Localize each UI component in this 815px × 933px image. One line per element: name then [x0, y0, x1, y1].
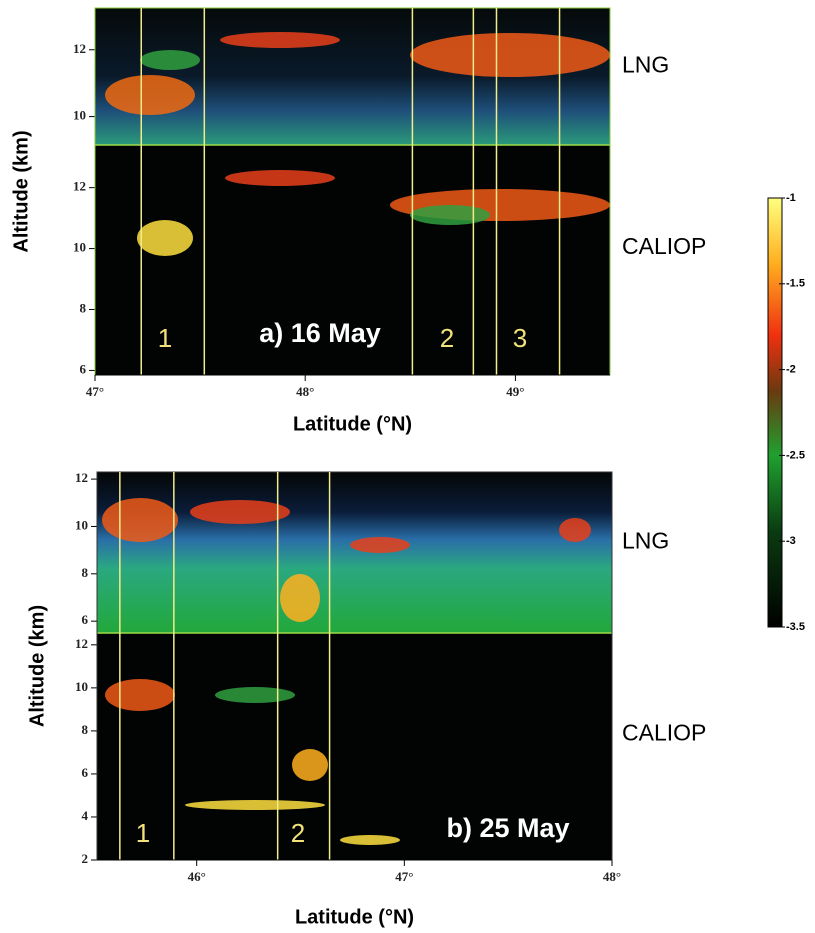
cloud	[559, 518, 591, 542]
subplot-label: CALIOP	[622, 720, 706, 746]
cloud	[105, 75, 195, 115]
cloud	[137, 220, 193, 256]
cloud	[410, 33, 610, 77]
y-tick-label: 8	[82, 565, 89, 580]
x-tick-label: 47°	[395, 869, 413, 884]
y-tick-label: 12	[73, 41, 86, 56]
x-tick-label: 49°	[506, 384, 524, 399]
y-axis-label: Altitude (km)	[10, 130, 32, 252]
y-tick-label: 10	[75, 517, 88, 532]
section-label: 3	[513, 323, 527, 353]
x-tick-label: 47°	[86, 384, 104, 399]
cloud	[225, 170, 335, 186]
cloud	[280, 574, 320, 622]
x-tick-label: 46°	[188, 869, 206, 884]
cloud	[215, 687, 295, 703]
curtain-image	[95, 145, 610, 375]
cloud	[292, 749, 328, 781]
x-tick-label: 48°	[296, 384, 314, 399]
colorbar	[767, 197, 783, 628]
section-label: 2	[291, 818, 305, 848]
y-tick-label: 6	[82, 612, 89, 627]
y-tick-label: 10	[73, 240, 86, 255]
section-label: 1	[158, 323, 172, 353]
x-tick-label: 48°	[603, 869, 621, 884]
x-axis-label: Latitude (°N)	[295, 906, 414, 928]
y-tick-label: 12	[75, 636, 88, 651]
cloud	[410, 205, 490, 225]
colorbar-tick-label: -3.5	[786, 621, 805, 633]
section-label: 1	[136, 818, 150, 848]
subplot-label: LNG	[622, 52, 669, 78]
y-axis-label: Altitude (km)	[26, 605, 48, 727]
colorbar-tick-label: -1.5	[786, 278, 805, 290]
cloud	[340, 835, 400, 845]
curtain-image	[97, 472, 612, 633]
y-tick-label: 8	[80, 300, 87, 315]
y-tick-label: 2	[82, 851, 89, 866]
colorbar-tick-label: -2.5	[786, 449, 805, 461]
cloud	[185, 800, 325, 810]
curtain-image	[97, 633, 612, 860]
x-axis-label: Latitude (°N)	[293, 413, 412, 435]
y-tick-label: 6	[80, 361, 87, 376]
colorbar-tick-label: -1	[786, 192, 796, 204]
cloud	[102, 498, 178, 542]
y-tick-label: 4	[82, 808, 89, 823]
subplot-label: CALIOP	[622, 233, 706, 259]
cloud	[190, 500, 290, 524]
y-tick-label: 10	[75, 679, 88, 694]
panel-label: b) 25 May	[446, 813, 569, 843]
y-tick-label: 10	[73, 108, 86, 123]
subplot-label: LNG	[622, 528, 669, 554]
cloud	[105, 679, 175, 711]
y-tick-label: 12	[73, 179, 86, 194]
section-label: 2	[440, 323, 454, 353]
y-tick-label: 6	[82, 765, 89, 780]
cloud	[220, 32, 340, 48]
panel-label: a) 16 May	[259, 318, 381, 348]
y-tick-label: 12	[75, 470, 88, 485]
colorbar-tick-label: -2	[786, 364, 796, 376]
curtain-image	[95, 8, 610, 145]
cloud	[350, 537, 410, 553]
y-tick-label: 8	[82, 722, 89, 737]
cloud	[140, 50, 200, 70]
colorbar-tick-label: -3	[786, 535, 796, 547]
